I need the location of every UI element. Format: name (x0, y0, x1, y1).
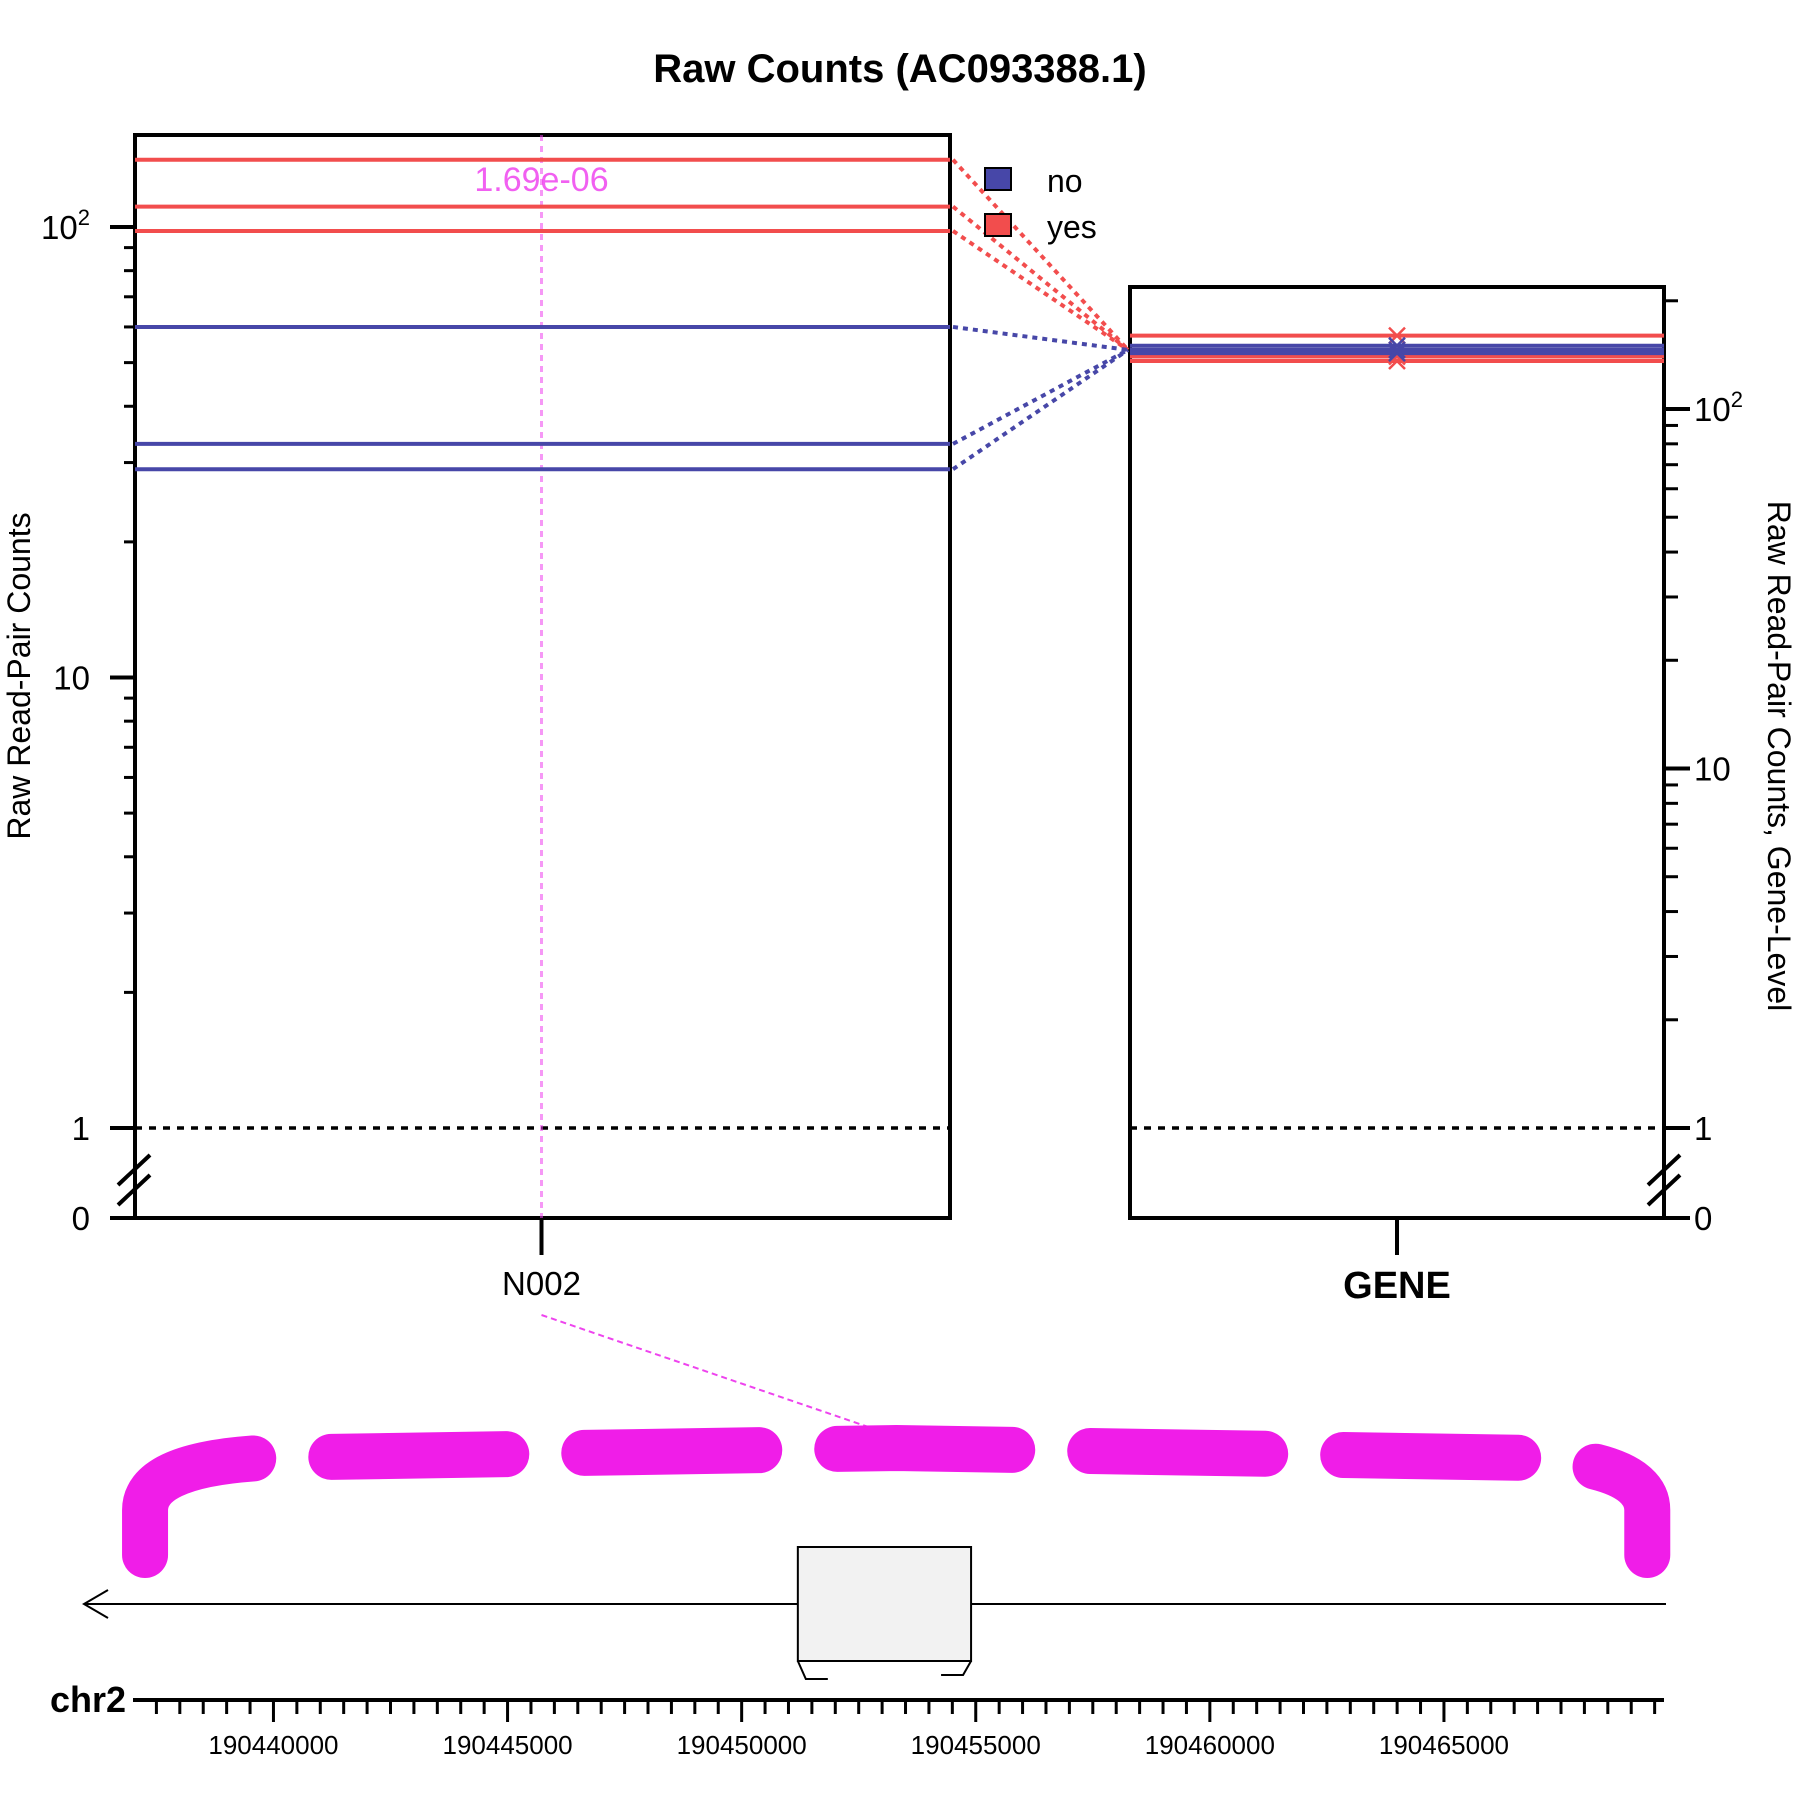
y-tick-sup: 2 (78, 205, 90, 230)
gene-point-no (1388, 341, 1406, 359)
y-tick-label: 1 (72, 1110, 90, 1147)
y-tick-label: 10 (1694, 751, 1731, 788)
y-tick-label: 0 (72, 1200, 90, 1237)
exon-block (796, 1546, 973, 1662)
gene-point-no (1388, 344, 1406, 363)
y-tick-label: 0 (1694, 1200, 1712, 1237)
genome-tick-label: 190440000 (208, 1730, 338, 1760)
axis-break-mark (1646, 1153, 1682, 1207)
junction-link-line (541, 1314, 884, 1433)
x-tick-label: N002 (502, 1265, 581, 1302)
y-axis-label: Raw Read-Pair Counts (1, 512, 37, 839)
y-axis-label: Raw Read-Pair Counts, Gene-Level (1761, 501, 1797, 1011)
gene-plot-frame (1128, 285, 1666, 1220)
genome-tick-label: 190450000 (677, 1730, 807, 1760)
legend-label-no: no (1047, 163, 1083, 199)
y-tick-label: 10 (53, 660, 90, 697)
x-tick-label: GENE (1343, 1265, 1451, 1307)
genome-tick-label: 190460000 (1145, 1730, 1275, 1760)
y-tick-base: 10 (1694, 391, 1731, 428)
legend-swatch-yes (984, 213, 1012, 237)
y-tick-base: 10 (41, 209, 78, 246)
genome-tick-label: 190445000 (442, 1730, 572, 1760)
chart-title: Raw Counts (AC093388.1) (653, 47, 1146, 91)
genome-tick-label: 190465000 (1379, 1730, 1509, 1760)
junction-arc (122, 1425, 1671, 1578)
strand-arrow-icon (82, 1589, 109, 1619)
exon-corner-left (796, 1660, 828, 1680)
y-tick-label: 102 (1694, 387, 1743, 428)
y-tick-label: 102 (41, 205, 90, 246)
y-tick-label: 1 (1694, 1110, 1712, 1147)
panel-link-no (951, 348, 1130, 471)
legend-label-yes: yes (1047, 209, 1097, 245)
pvalue-label: 1.69e-06 (474, 161, 608, 199)
exon-corner-right (941, 1660, 972, 1676)
legend-swatch-no (984, 167, 1012, 191)
chromosome-label: chr2 (50, 1679, 126, 1720)
axis-break-mark (116, 1153, 152, 1207)
panel-links (951, 158, 1130, 471)
genome-tick-label: 190455000 (911, 1730, 1041, 1760)
genome-track: 190440000 190445000 190450000 190455000 1904… (50, 1314, 1671, 1760)
panel-link-yes (951, 158, 1130, 352)
legend: no yes (984, 163, 1097, 245)
panel-link-yes (951, 229, 1130, 352)
y-tick-sup: 2 (1731, 387, 1743, 412)
panel-link-no (952, 348, 1129, 446)
panel-link-yes (951, 205, 1130, 352)
